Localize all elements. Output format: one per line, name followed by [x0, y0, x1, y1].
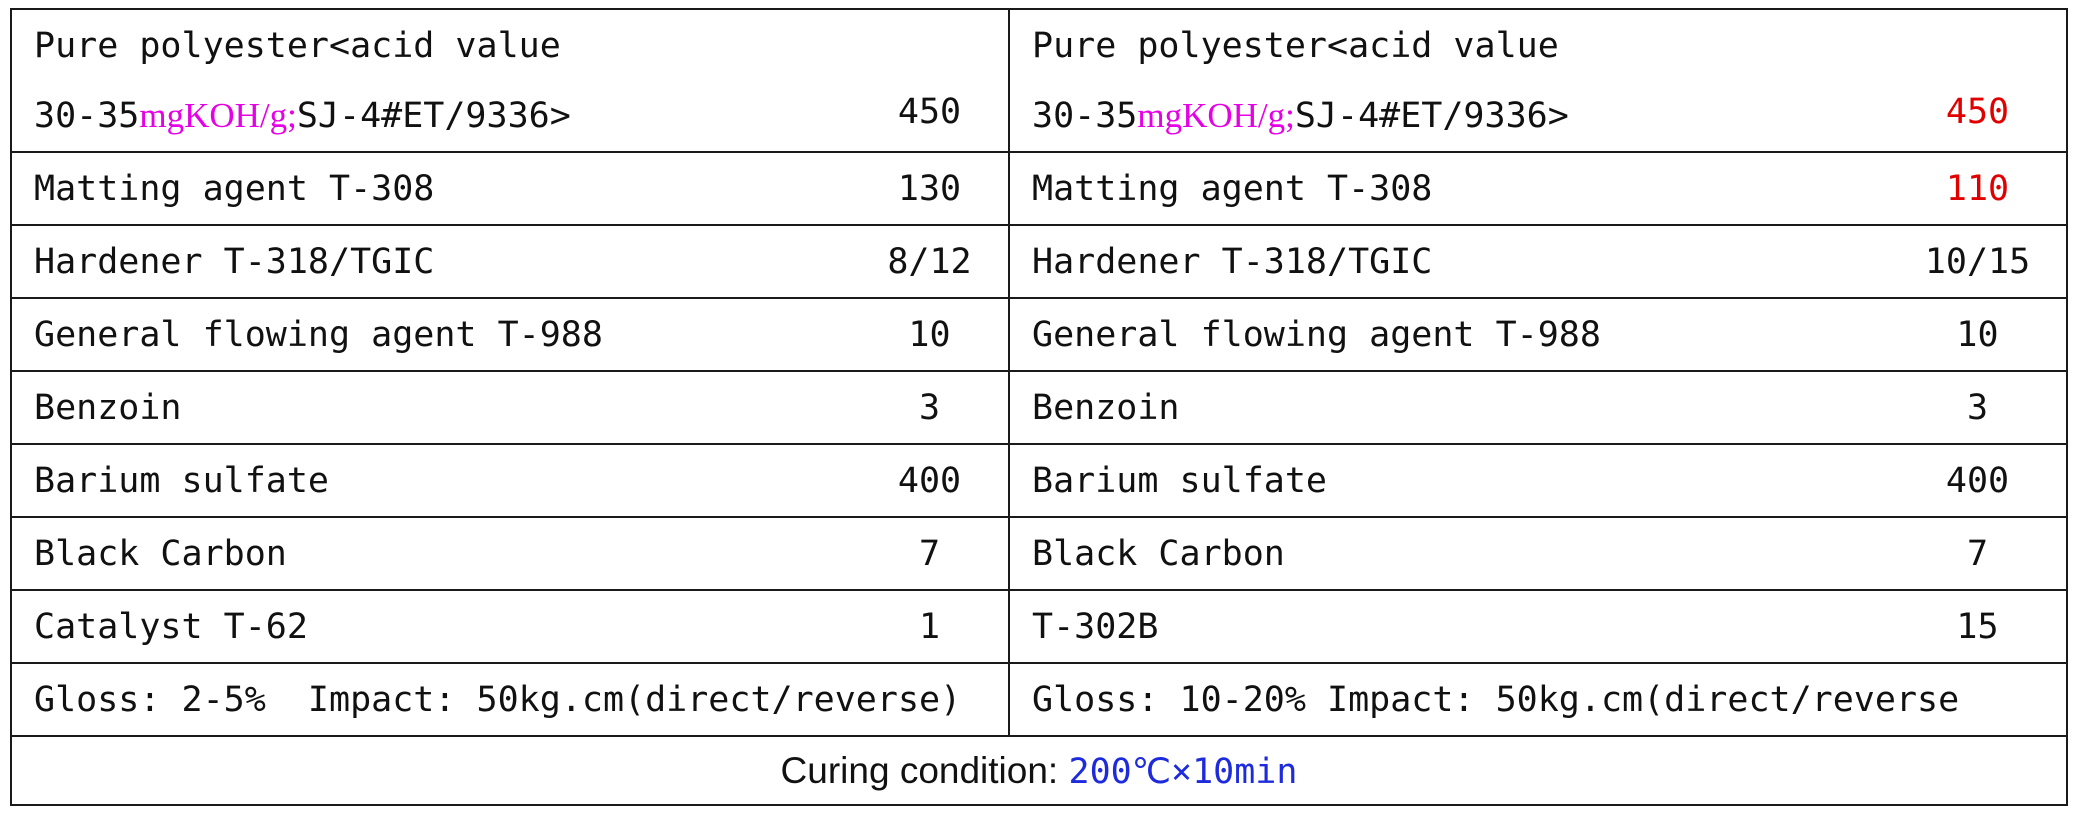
performance-summary: Gloss: 2-5% Impact: 50kg.cm(direct/rever… — [10, 662, 1010, 737]
table-row: Catalyst T-62 1 T-302B 15 — [10, 589, 2068, 664]
ingredient-amount-changed: 110 — [1889, 151, 2068, 226]
ingredient-name: Black Carbon — [1008, 516, 1889, 591]
performance-summary: Gloss: 10-20% Impact: 50kg.cm(direct/rev… — [1008, 662, 2068, 737]
ingredient-name-line2: 30-35mgKOH/g;SJ-4#ET/9336> — [34, 81, 829, 151]
ingredient-amount: 3 — [1889, 370, 2068, 445]
ingredient-name: Catalyst T-62 — [10, 589, 851, 664]
ingredient-name: T-302B — [1008, 589, 1889, 664]
ingredient-amount: 8/12 — [851, 224, 1010, 299]
product-code: SJ-4#ET/9336> — [296, 95, 571, 136]
acid-unit: mgKOH/g; — [139, 95, 297, 135]
product-code: SJ-4#ET/9336> — [1294, 95, 1569, 136]
ingredient-amount: 3 — [851, 370, 1010, 445]
table-row: Black Carbon 7 Black Carbon 7 — [10, 516, 2068, 591]
ingredient-name: Pure polyester<acid value 30-35mgKOH/g;S… — [10, 8, 851, 153]
curing-label: Curing condition: — [780, 749, 1069, 791]
table-row: Gloss: 2-5% Impact: 50kg.cm(direct/rever… — [10, 662, 2068, 737]
ingredient-name: Hardener T-318/TGIC — [10, 224, 851, 299]
ingredient-amount: 1 — [851, 589, 1010, 664]
ingredient-amount: 10 — [1889, 297, 2068, 372]
ingredient-name: General flowing agent T-988 — [1008, 297, 1889, 372]
table-row: Curing condition: 200℃×10min — [10, 735, 2068, 806]
acid-range: 30-35 — [34, 95, 140, 136]
ingredient-name-line1: Pure polyester<acid value — [1032, 25, 1559, 66]
ingredient-name: Black Carbon — [10, 516, 851, 591]
ingredient-name: Barium sulfate — [10, 443, 851, 518]
formula-table: Pure polyester<acid value 30-35mgKOH/g;S… — [10, 8, 2068, 806]
table-row: Pure polyester<acid value 30-35mgKOH/g;S… — [10, 8, 2068, 153]
ingredient-name: Matting agent T-308 — [10, 151, 851, 226]
ingredient-amount: 15 — [1889, 589, 2068, 664]
table-row: Matting agent T-308 130 Matting agent T-… — [10, 151, 2068, 226]
curing-condition: Curing condition: 200℃×10min — [10, 735, 2068, 806]
ingredient-name-line1: Pure polyester<acid value — [34, 25, 561, 66]
ingredient-amount: 400 — [1889, 443, 2068, 518]
ingredient-amount: 450 — [851, 8, 1010, 153]
ingredient-amount: 400 — [851, 443, 1010, 518]
acid-unit: mgKOH/g; — [1137, 95, 1295, 135]
table-row: Hardener T-318/TGIC 8/12 Hardener T-318/… — [10, 224, 2068, 299]
acid-range: 30-35 — [1032, 95, 1138, 136]
ingredient-amount: 130 — [851, 151, 1010, 226]
ingredient-name: Pure polyester<acid value 30-35mgKOH/g;S… — [1008, 8, 1889, 153]
ingredient-amount: 7 — [1889, 516, 2068, 591]
ingredient-name: Benzoin — [1008, 370, 1889, 445]
ingredient-name: Barium sulfate — [1008, 443, 1889, 518]
curing-value: 200℃×10min — [1068, 751, 1298, 792]
ingredient-name: Hardener T-318/TGIC — [1008, 224, 1889, 299]
table-row: Barium sulfate 400 Barium sulfate 400 — [10, 443, 2068, 518]
ingredient-amount: 10 — [851, 297, 1010, 372]
table-row: Benzoin 3 Benzoin 3 — [10, 370, 2068, 445]
ingredient-amount-changed: 450 — [1889, 8, 2068, 153]
ingredient-name: Benzoin — [10, 370, 851, 445]
ingredient-amount: 10/15 — [1889, 224, 2068, 299]
table-row: General flowing agent T-988 10 General f… — [10, 297, 2068, 372]
ingredient-name: Matting agent T-308 — [1008, 151, 1889, 226]
ingredient-name-line2: 30-35mgKOH/g;SJ-4#ET/9336> — [1032, 81, 1867, 151]
ingredient-amount: 7 — [851, 516, 1010, 591]
ingredient-name: General flowing agent T-988 — [10, 297, 851, 372]
